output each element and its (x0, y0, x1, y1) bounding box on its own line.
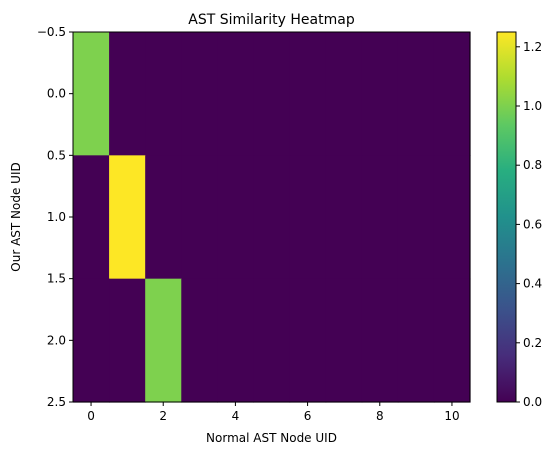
heatmap-cell (289, 155, 327, 280)
heatmap-cell (253, 32, 291, 156)
heatmap-cell (145, 278, 182, 403)
heatmap-cell (73, 155, 110, 280)
y-tick-label: 2.5 (47, 395, 66, 409)
chart-title: AST Similarity Heatmap (188, 12, 355, 28)
x-axis-ticks: 0 2 4 6 8 10 (87, 402, 460, 423)
y-tick-label: −0.5 (37, 25, 66, 39)
heatmap-cell (253, 278, 291, 403)
heatmap-cell (217, 32, 255, 156)
heatmap-cell (181, 32, 218, 156)
y-tick-label: 1.5 (47, 272, 66, 286)
heatmap-cell (433, 278, 471, 403)
heatmap-cell (361, 32, 399, 156)
x-tick-label: 8 (376, 409, 384, 423)
x-tick-label: 4 (232, 409, 240, 423)
x-tick-label: 10 (444, 409, 459, 423)
heatmap-cell (217, 278, 255, 403)
heatmap-cell (433, 155, 471, 280)
heatmap-cell (73, 32, 110, 156)
y-tick-label: 0.0 (47, 87, 66, 101)
y-tick-label: 1.0 (47, 210, 66, 224)
colorbar-tick-label: 1.0 (523, 99, 542, 113)
heatmap-cell (109, 278, 146, 403)
heatmap-cell (289, 32, 327, 156)
heatmap-cell (109, 155, 146, 280)
x-tick-label: 6 (304, 409, 312, 423)
heatmap-cell (253, 155, 291, 280)
heatmap-cell (217, 155, 255, 280)
heatmap-cell (145, 32, 182, 156)
colorbar-tick-label: 0.0 (523, 395, 542, 409)
heatmap-cell (109, 32, 146, 156)
heatmap-cell (361, 278, 399, 403)
x-tick-label: 2 (159, 409, 167, 423)
heatmap-cell (397, 32, 435, 156)
colorbar-tick-label: 1.2 (523, 40, 542, 54)
x-axis-label: Normal AST Node UID (206, 431, 337, 445)
heatmap-cell (289, 278, 327, 403)
heatmap-cell (397, 155, 435, 280)
y-tick-label: 0.5 (47, 148, 66, 162)
y-axis-ticks: −0.5 0.0 0.5 1.0 1.5 2.0 2.5 (37, 25, 73, 409)
heatmap-cell (325, 155, 363, 280)
x-tick-label: 0 (87, 409, 95, 423)
colorbar-ticks: 0.0 0.2 0.4 0.6 0.8 1.0 1.2 (516, 40, 542, 409)
heatmap-cell (181, 278, 218, 403)
heatmap-cell (361, 155, 399, 280)
heatmap-cell (433, 32, 471, 156)
colorbar-tick-label: 0.2 (523, 336, 542, 350)
colorbar-tick-label: 0.6 (523, 217, 542, 231)
colorbar-tick-label: 0.8 (523, 158, 542, 172)
heatmap-cell (145, 155, 182, 280)
heatmap-cell (325, 32, 363, 156)
heatmap-cell (181, 155, 218, 280)
y-tick-label: 2.0 (47, 333, 66, 347)
heatmap-cells (73, 32, 471, 403)
heatmap-cell (325, 278, 363, 403)
colorbar (496, 31, 517, 403)
heatmap-cell (73, 278, 110, 403)
colorbar-tick-label: 0.4 (523, 277, 542, 291)
heatmap-cell (397, 278, 435, 403)
y-axis-label: Our AST Node UID (9, 162, 23, 271)
